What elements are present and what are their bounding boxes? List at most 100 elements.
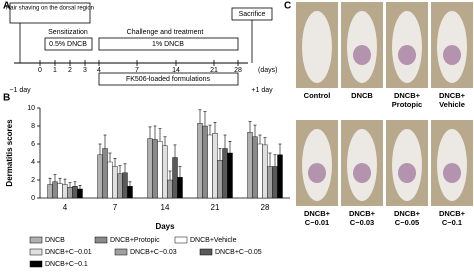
y-tick-label: 0: [31, 195, 35, 202]
photo-label: C−0.05: [395, 218, 419, 227]
y-tick-label: 6: [31, 141, 35, 148]
photo-label: Control: [304, 91, 331, 100]
bar: [247, 132, 253, 199]
bar: [212, 132, 218, 199]
bar: [97, 154, 103, 199]
lesion: [443, 45, 461, 65]
x-tick-label: 4: [63, 203, 68, 212]
y-tick-label: 2: [31, 177, 35, 184]
legend-swatch: [199, 248, 213, 256]
legend-label: DNCB+C−0.05: [215, 249, 262, 256]
photo-label: C−0.1: [442, 218, 462, 227]
photo-label: DNCB+: [439, 209, 466, 218]
legend-swatch: [29, 236, 43, 244]
shaving-text: Hair shaving on the dorsal region: [6, 6, 94, 12]
legend-swatch: [174, 236, 188, 244]
bar: [202, 125, 208, 199]
panel-label: A: [3, 1, 10, 12]
lesion: [443, 163, 461, 183]
photo-label: C−0.01: [305, 218, 329, 227]
day-label: 3: [83, 67, 87, 74]
days-unit: (days): [258, 67, 277, 74]
bar: [252, 136, 258, 199]
chal-box: [98, 37, 239, 51]
lesion: [353, 45, 371, 65]
x-tick-label: 14: [161, 203, 170, 212]
bar: [72, 186, 78, 199]
legend-swatch: [114, 248, 128, 256]
treatment: FK506-loaded formulations: [126, 76, 211, 83]
day-label: 21: [210, 67, 218, 74]
lesion: [353, 163, 371, 183]
bar: [217, 159, 223, 199]
challenge: Challenge and treatment: [127, 29, 204, 36]
photo-label: Protopic: [392, 100, 422, 109]
bar: [222, 148, 228, 199]
bar: [167, 179, 173, 199]
bar: [147, 138, 153, 199]
sens-dose: 0.5% DNCB: [49, 41, 87, 48]
bar: [267, 166, 273, 199]
legend-label: DNCB: [45, 237, 65, 244]
lesion: [308, 163, 326, 183]
photo-label: DNCB+: [394, 209, 421, 218]
x-tick-label: 28: [261, 203, 270, 212]
photo-label: DNCB+: [439, 91, 466, 100]
y-tick-label: 8: [31, 123, 35, 130]
legend-label: DNCB+C−0.1: [45, 261, 88, 268]
photo-label: DNCB+: [394, 91, 421, 100]
photo-label: C−0.03: [350, 218, 374, 227]
legend-swatch: [94, 236, 108, 244]
bar: [162, 145, 168, 199]
bar: [262, 144, 268, 199]
day-label: 1: [53, 67, 57, 74]
bar: [227, 152, 233, 199]
panel-label: C: [284, 1, 291, 12]
photo-label: Vehicle: [439, 100, 465, 109]
sens-box: [44, 37, 93, 51]
y-tick-label: 10: [27, 105, 35, 112]
bar: [207, 134, 213, 199]
x-tick-label: 7: [113, 203, 118, 212]
legend-label: DNCB+C−0.03: [130, 249, 177, 256]
lesion: [398, 45, 416, 65]
photo-label: DNCB: [351, 91, 373, 100]
legend-label: DNCB+Protopic: [110, 237, 160, 244]
day-label: 4: [97, 67, 101, 74]
end: +1 day: [251, 87, 273, 94]
bar: [77, 188, 83, 199]
legend-swatch: [29, 248, 43, 256]
y-axis-title: Dermatitis scores: [5, 119, 14, 187]
legend-swatch: [29, 260, 43, 268]
legend-label: DNCB+Vehicle: [190, 237, 237, 244]
bar: [172, 157, 178, 199]
bar: [277, 154, 283, 199]
bar: [152, 139, 158, 199]
y-tick-label: 4: [31, 159, 35, 166]
bar: [107, 161, 113, 199]
bar: [62, 184, 68, 199]
bar: [57, 183, 63, 199]
bar: [52, 181, 58, 199]
bar: [122, 172, 128, 199]
day-label: 2: [68, 67, 72, 74]
photo-label: DNCB+: [349, 209, 376, 218]
bar: [197, 123, 203, 199]
bar: [47, 184, 53, 199]
chal-dose: 1% DNCB: [152, 41, 184, 48]
day-label: 0: [38, 67, 42, 74]
shaving-box: [9, 2, 91, 24]
day-label: 14: [172, 67, 180, 74]
day-label: 7: [135, 67, 139, 74]
panel-label: B: [3, 93, 10, 104]
bar: [112, 166, 118, 199]
bar: [67, 186, 73, 199]
bar: [127, 186, 133, 199]
day-label: 28: [234, 67, 242, 74]
lesion: [398, 163, 416, 183]
bar: [177, 177, 183, 199]
start: −1 day: [9, 87, 31, 94]
bar: [157, 141, 163, 199]
legend-label: DNCB+C−0.01: [45, 249, 92, 256]
bar: [272, 166, 278, 199]
